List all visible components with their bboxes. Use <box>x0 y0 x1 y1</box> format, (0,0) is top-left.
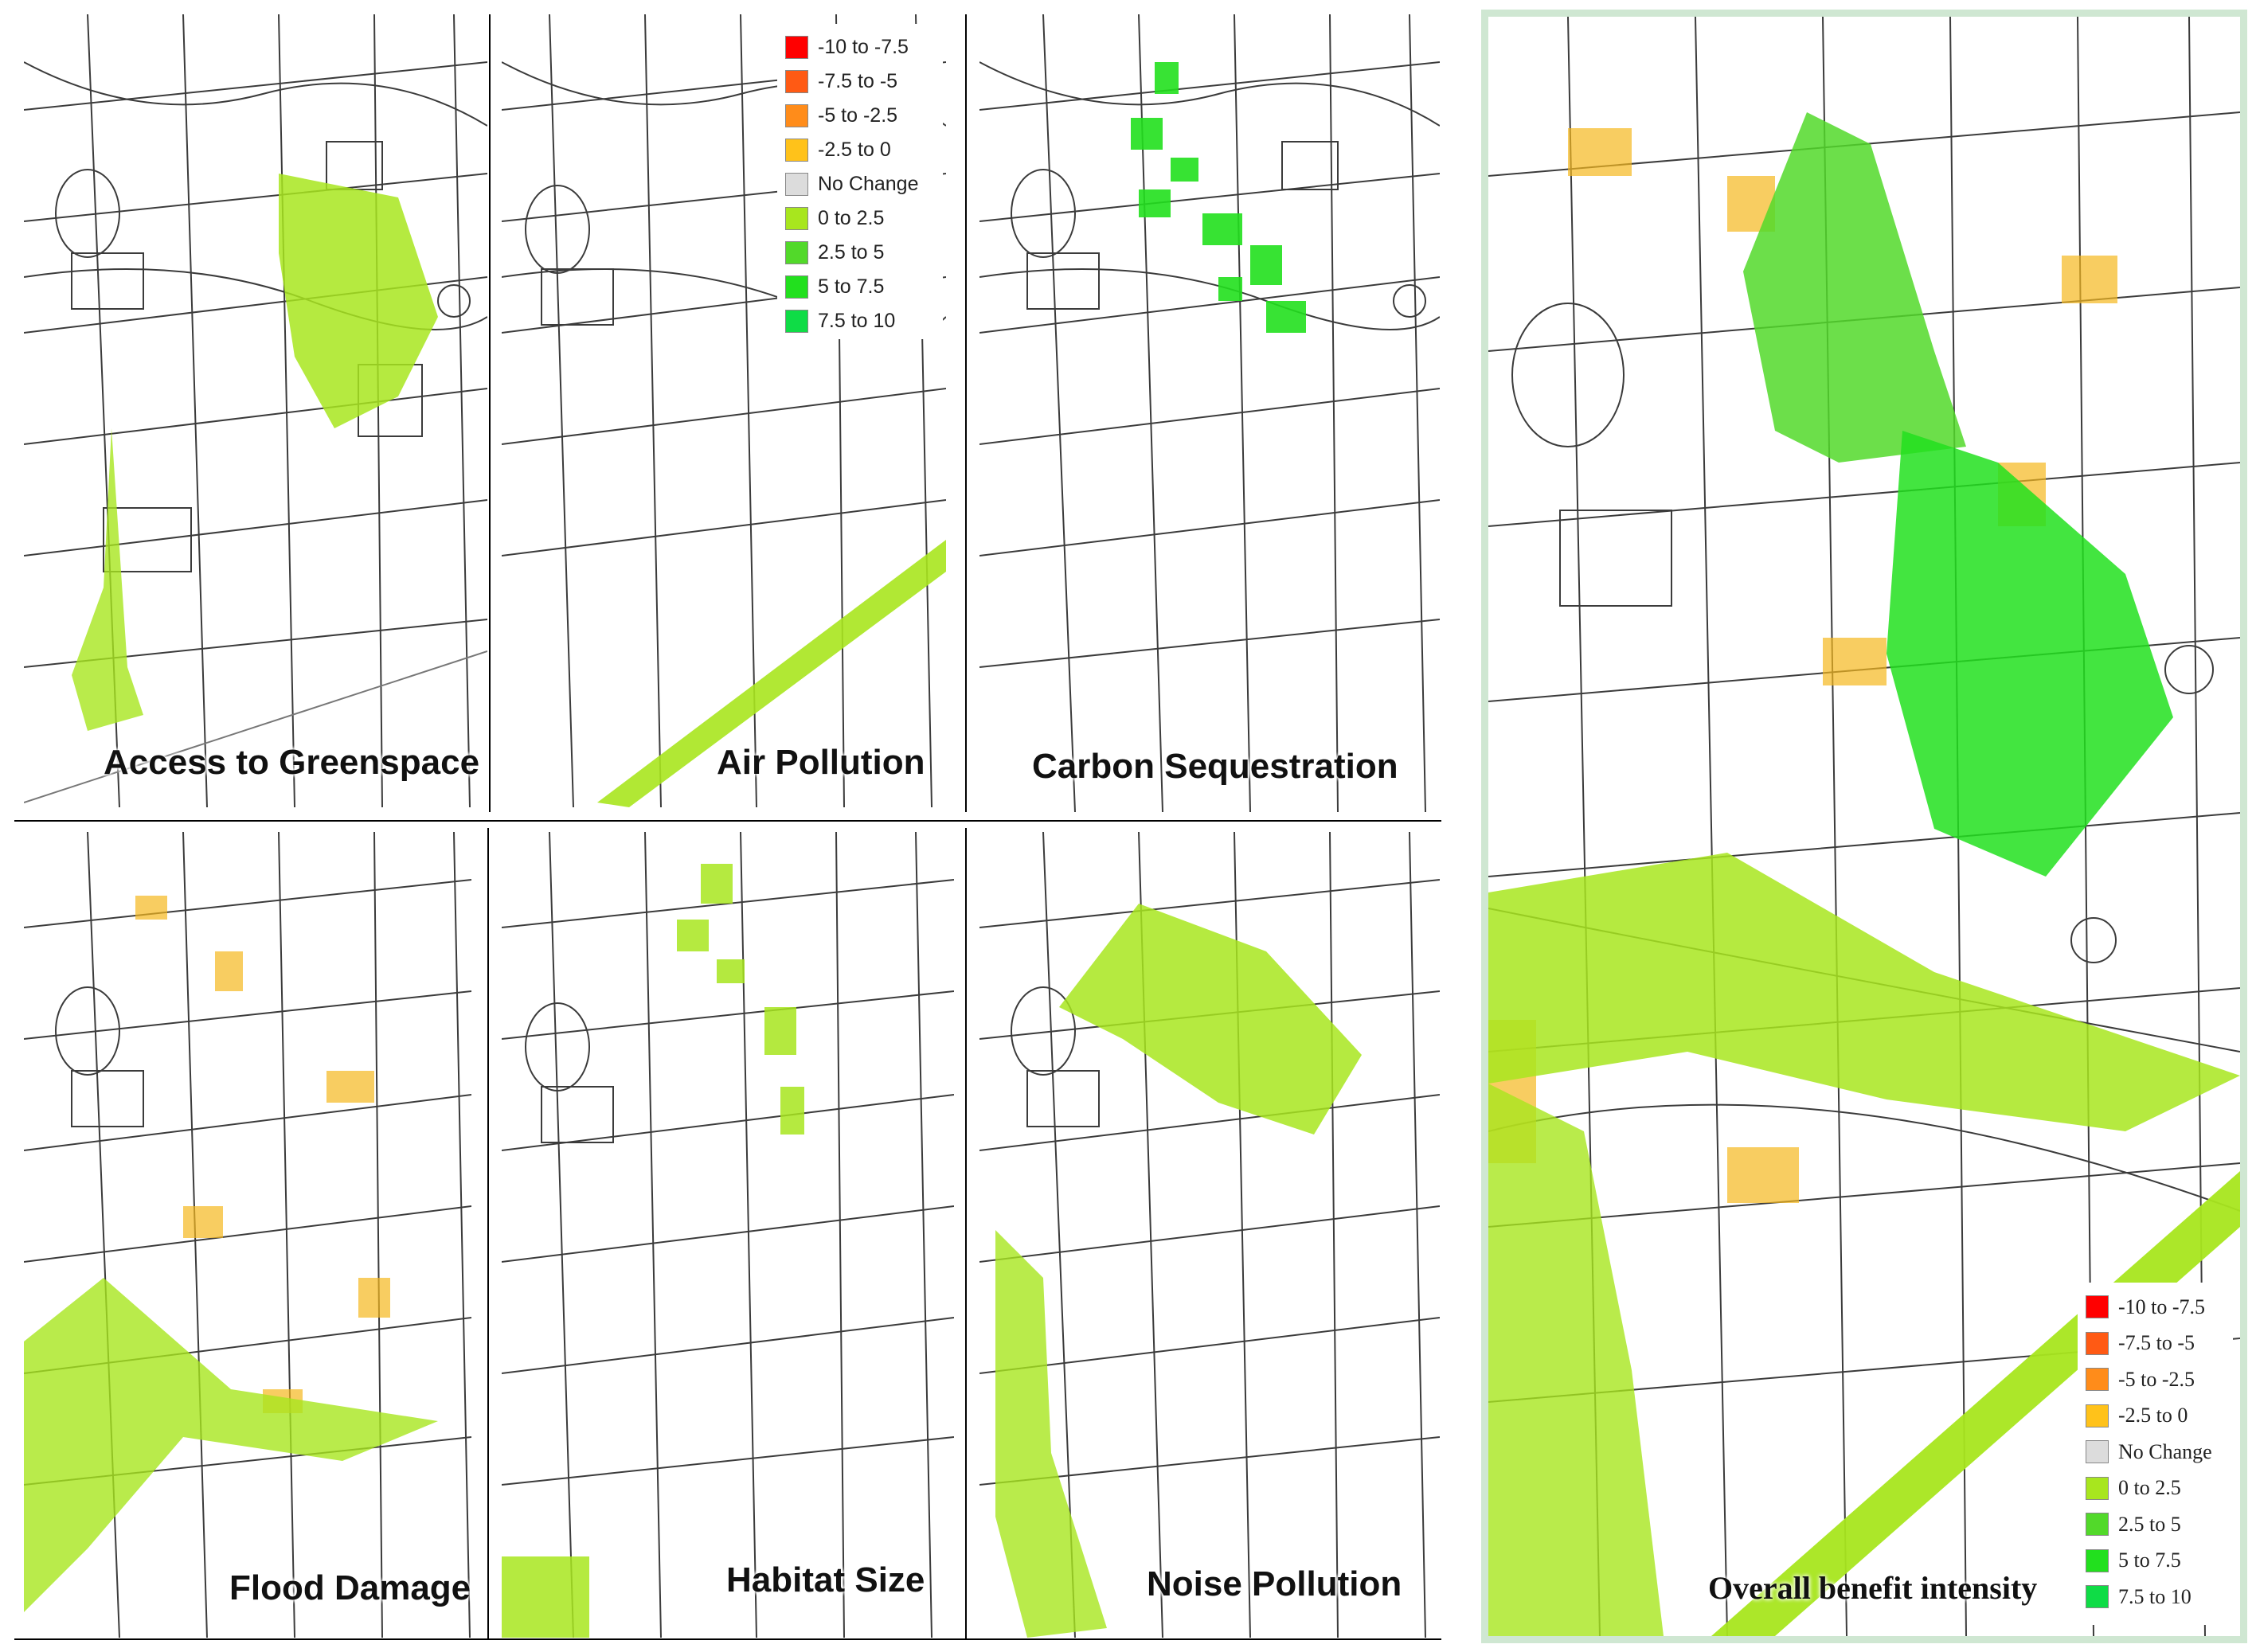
legend-label: -10 to -7.5 <box>818 36 909 58</box>
legend-swatch <box>785 70 808 93</box>
legend-item: -2.5 to 0 <box>2086 1398 2225 1435</box>
legend-swatch <box>2086 1295 2109 1319</box>
legend-item: 7.5 to 10 <box>2086 1579 2225 1615</box>
green-area-access <box>279 174 438 428</box>
green-area-overall-north <box>1743 112 1966 463</box>
green-area-overall-southwest <box>1488 1084 1664 1636</box>
panel-divider <box>14 820 1441 822</box>
map-habitat <box>502 832 954 1638</box>
green-area-habitat <box>502 864 804 1638</box>
legend-label: -5 to -2.5 <box>818 104 898 127</box>
legend-label: 2.5 to 5 <box>2118 1512 2181 1536</box>
map-panel-habitat-size: Habitat Size <box>502 832 954 1638</box>
panel-divider <box>965 14 967 812</box>
legend-item: 5 to 7.5 <box>2086 1543 2225 1580</box>
legend-item: -10 to -7.5 <box>785 30 935 64</box>
legend-label: -10 to -7.5 <box>2118 1295 2206 1318</box>
legend-label: 5 to 7.5 <box>818 275 885 298</box>
map-carbon <box>979 14 1440 812</box>
map-flood <box>24 832 471 1638</box>
panel-title: Overall benefit intensity <box>1708 1570 2038 1606</box>
legend-swatch <box>785 310 808 333</box>
legend-label: -7.5 to -5 <box>818 70 898 92</box>
green-area-riverside <box>597 540 946 807</box>
panel-title: Habitat Size <box>726 1560 925 1599</box>
map-legend-overall: -10 to -7.5 -7.5 to -5 -5 to -2.5 -2.5 t… <box>2078 1283 2233 1625</box>
legend-swatch <box>785 173 808 196</box>
green-area-flood <box>24 1278 438 1612</box>
map-panel-access-to-greenspace: Access to Greenspace <box>24 14 487 807</box>
legend-item: 2.5 to 5 <box>785 236 935 270</box>
map-panel-flood-damage: Flood Damage <box>24 832 471 1638</box>
map-access <box>24 14 487 807</box>
legend-label: -7.5 to -5 <box>2118 1331 2195 1355</box>
panel-divider <box>489 14 491 812</box>
panel-title: Noise Pollution <box>1147 1564 1402 1603</box>
green-area-access-south <box>72 428 143 731</box>
green-area-noise-south <box>995 1230 1107 1638</box>
legend-swatch <box>2086 1585 2109 1609</box>
legend-label: No Change <box>2118 1439 2212 1463</box>
legend-label: 0 to 2.5 <box>818 207 885 229</box>
legend-item: -10 to -7.5 <box>2086 1289 2225 1326</box>
legend-swatch <box>2086 1513 2109 1537</box>
legend-label: 2.5 to 5 <box>818 241 885 264</box>
legend-swatch <box>785 139 808 162</box>
legend-label: 7.5 to 10 <box>2118 1584 2191 1608</box>
legend-label: -2.5 to 0 <box>818 139 891 161</box>
legend-swatch <box>785 275 808 299</box>
map-panel-noise-pollution: Noise Pollution <box>979 832 1440 1638</box>
legend-swatch-red <box>785 36 808 59</box>
legend-item: No Change <box>785 167 935 201</box>
legend-item: 2.5 to 5 <box>2086 1506 2225 1543</box>
legend-swatch <box>785 207 808 230</box>
map-legend: -10 to -7.5 -7.5 to -5 -5 to -2.5 -2.5 t… <box>777 24 943 339</box>
street-network <box>502 832 954 1638</box>
panel-title: Carbon Sequestration <box>1032 747 1398 786</box>
legend-item: -7.5 to -5 <box>785 64 935 99</box>
legend-item: 7.5 to 10 <box>785 304 935 338</box>
green-area-overall-band <box>1488 853 2240 1131</box>
legend-swatch <box>2086 1549 2109 1572</box>
negative-patches <box>135 896 390 1413</box>
panel-divider <box>14 1638 1441 1640</box>
green-area-overall-central <box>1887 431 2173 877</box>
map-noise <box>979 832 1440 1638</box>
legend-swatch <box>785 241 808 264</box>
legend-swatch <box>2086 1331 2109 1355</box>
legend-label: -5 to -2.5 <box>2118 1367 2195 1391</box>
legend-label: No Change <box>818 173 919 195</box>
legend-swatch <box>2086 1404 2109 1427</box>
legend-label: 0 to 2.5 <box>2118 1476 2181 1500</box>
legend-item: 0 to 2.5 <box>2086 1470 2225 1507</box>
legend-item: -2.5 to 0 <box>785 133 935 167</box>
legend-item: 5 to 7.5 <box>785 270 935 304</box>
legend-label: 7.5 to 10 <box>818 310 896 332</box>
legend-label: -2.5 to 0 <box>2118 1404 2188 1427</box>
panel-divider <box>965 828 967 1640</box>
panel-title: Air Pollution <box>717 743 925 782</box>
legend-item: No Change <box>2086 1434 2225 1470</box>
map-panel-overall-benefit: Overall benefit intensity -10 to -7.5 -7… <box>1481 10 2247 1643</box>
green-area-carbon <box>1131 62 1306 333</box>
legend-item: -7.5 to -5 <box>2086 1326 2225 1362</box>
panel-title: Access to Greenspace <box>104 743 480 782</box>
legend-item: -5 to -2.5 <box>785 99 935 133</box>
legend-item: -5 to -2.5 <box>2086 1361 2225 1398</box>
map-panel-carbon-sequestration: Carbon Sequestration <box>979 14 1440 812</box>
panel-divider <box>487 828 489 1640</box>
legend-swatch <box>2086 1440 2109 1464</box>
legend-swatch <box>785 104 808 127</box>
green-area-noise <box>1059 904 1362 1135</box>
panel-title: Flood Damage <box>229 1568 471 1607</box>
legend-swatch <box>2086 1368 2109 1392</box>
legend-item: 0 to 2.5 <box>785 201 935 236</box>
street-network <box>979 14 1440 812</box>
legend-label: 5 to 7.5 <box>2118 1549 2181 1572</box>
legend-swatch <box>2086 1476 2109 1500</box>
